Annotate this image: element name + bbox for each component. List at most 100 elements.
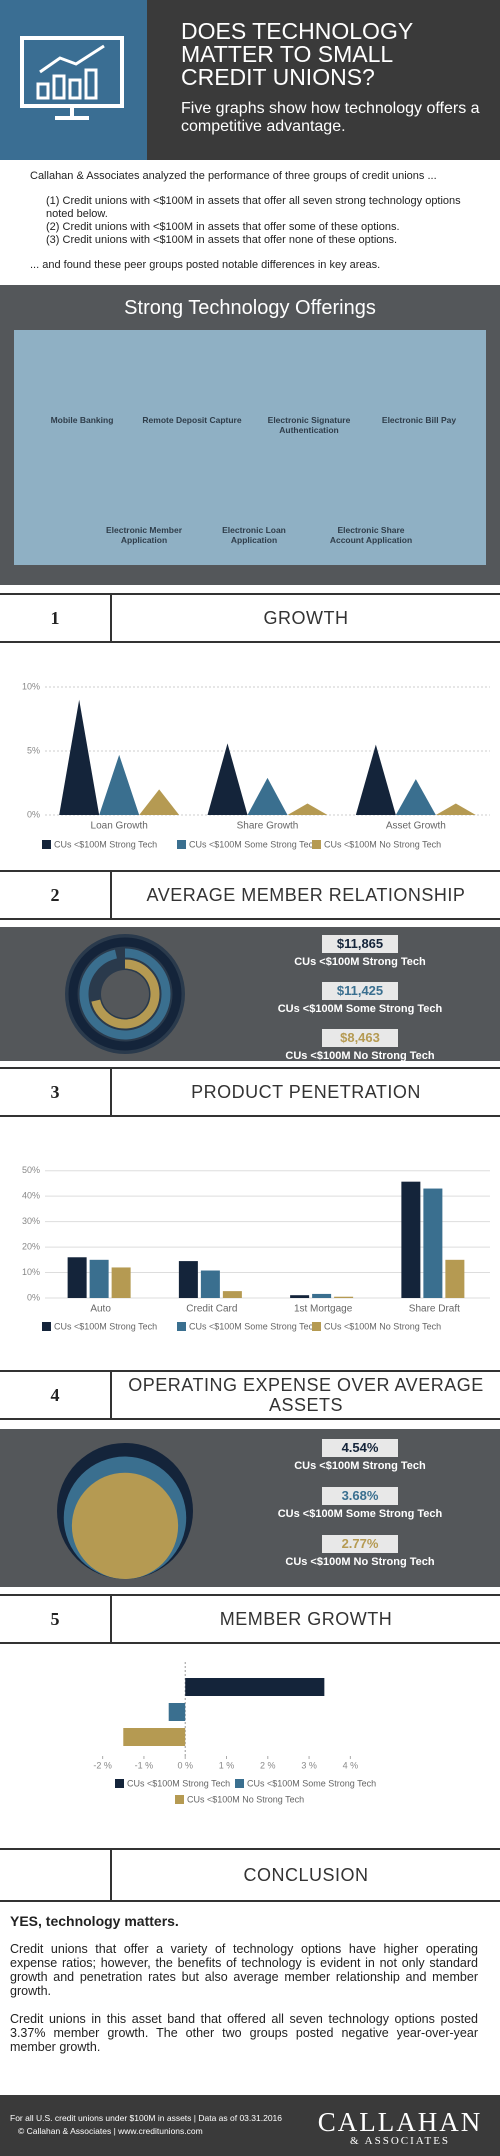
value-name: CUs <$100M No Strong Tech [285, 1556, 435, 1568]
offerings-title: Strong Technology Offerings [124, 297, 376, 319]
spike [287, 803, 328, 815]
legend-label: CUs <$100M Strong Tech [54, 1321, 157, 1331]
legend-label: CUs <$100M No Strong Tech [324, 1321, 441, 1331]
member-growth-chart: -2 % -1 % 0 % 1 % 2 % 3 % 4 % CUs <$100M Strong… [93, 1662, 376, 1804]
conclusion-title: CONCLUSION [243, 1865, 369, 1885]
bar [89, 1259, 109, 1298]
bar [111, 1267, 131, 1298]
ring [79, 948, 171, 1040]
legend-label: CUs <$100M Some Strong Tech [189, 839, 318, 849]
relationship-panel: $11,865 CUs <$100M Strong Tech $11,425 CUs … [0, 927, 500, 1062]
legend-swatch [235, 1779, 244, 1788]
section-header: 2 AVERAGE MEMBER RELATIONSHIP [0, 870, 500, 920]
section-number: 3 [0, 1069, 112, 1115]
value-name: CUs <$100M Strong Tech [294, 956, 426, 968]
x-tick-label: Credit Card [186, 1304, 237, 1315]
intro-list: (1) Credit unions with <$100M in assets … [46, 195, 470, 247]
conclusion-header: CONCLUSION [0, 1848, 500, 1902]
value-label: $11,425 [322, 982, 398, 1000]
spike [99, 754, 140, 815]
x-tick-label: Loan Growth [91, 821, 148, 832]
y-tick-label: 40% [22, 1191, 40, 1201]
bar [312, 1293, 332, 1298]
section-number: 1 [0, 595, 112, 641]
section-number: 2 [0, 872, 112, 918]
x-tick-label: 1st Mortgage [294, 1304, 353, 1315]
offering-label: Remote Deposit Capture [142, 415, 242, 425]
offering-label: Electronic Share Account Application [329, 525, 413, 545]
legend-label: CUs <$100M Strong Tech [54, 839, 157, 849]
bar [423, 1188, 443, 1298]
section-header: 4 OPERATING EXPENSE OVER AVERAGE ASSETS [0, 1370, 500, 1420]
conclusion: YES, technology matters. Credit unions t… [10, 1914, 478, 2054]
intro-item: (1) Credit unions with <$100M in assets … [46, 195, 461, 220]
offering-label: Electronic Bill Pay [381, 415, 457, 425]
title: DOES TECHNOLOGY MATTER TO SMALL CREDIT U… [181, 18, 413, 90]
bar [200, 1270, 220, 1298]
intro-item: (3) Credit unions with <$100M in assets … [46, 234, 398, 246]
footer-note: For all U.S. credit unions under $100M i… [10, 2113, 282, 2123]
ring-core [101, 970, 149, 1018]
ring [68, 937, 182, 1051]
subtitle: Five graphs show how technology offers a… [181, 100, 480, 135]
legend-label: CUs <$100M Strong Tech [127, 1778, 230, 1788]
offerings-panel: Strong Technology Offerings Mobile Banki… [0, 285, 500, 585]
section-number: 5 [0, 1596, 112, 1642]
intro-item: (2) Credit unions with <$100M in assets … [46, 221, 400, 233]
intro-lead: Callahan & Associates analyzed the perfo… [30, 170, 437, 182]
x-tick-label: 0 % [177, 1760, 193, 1770]
section-title: GROWTH [263, 608, 349, 628]
legend-label: CUs <$100M Some Strong Tech [247, 1778, 376, 1788]
bar [123, 1728, 186, 1746]
x-tick-label: 4 % [343, 1760, 359, 1770]
x-tick-label: Asset Growth [386, 821, 446, 832]
intro-closing: ... and found these peer groups posted n… [30, 259, 381, 271]
legend-swatch [177, 1322, 186, 1331]
intro: Callahan & Associates analyzed the perfo… [30, 170, 470, 272]
conclusion-paragraph: Credit unions that offer a variety of te… [10, 1942, 478, 1998]
section-title: AVERAGE MEMBER RELATIONSHIP [146, 885, 466, 905]
section-title: PRODUCT PENETRATION [191, 1082, 421, 1102]
spike [59, 699, 100, 815]
y-tick-label: 30% [22, 1216, 40, 1226]
y-tick-label: 0% [27, 1292, 40, 1302]
header-icon [20, 36, 124, 120]
value-name: CUs <$100M Some Strong Tech [277, 1508, 443, 1520]
y-tick-label: 20% [22, 1241, 40, 1251]
x-tick-label: Share Growth [237, 821, 299, 832]
legend-label: CUs <$100M No Strong Tech [187, 1794, 304, 1804]
x-tick-label: 3 % [301, 1760, 317, 1770]
bar [445, 1259, 465, 1298]
section-header: 1 GROWTH [0, 593, 500, 643]
conclusion-paragraph: Credit unions in this asset band that of… [10, 2012, 478, 2054]
legend-swatch [42, 840, 51, 849]
section-number [0, 1850, 112, 1900]
x-tick-label: -1 % [135, 1760, 154, 1770]
bar [178, 1261, 198, 1298]
logo-sub: & ASSOCIATES [349, 2135, 451, 2147]
value-name: CUs <$100M No Strong Tech [285, 1050, 435, 1062]
spike [207, 743, 248, 815]
y-tick-label: 5% [27, 745, 40, 755]
section-title: MEMBER GROWTH [219, 1609, 393, 1629]
offerings-inner: Mobile Banking Remote Deposit Capture Elec… [14, 330, 486, 565]
legend-swatch [115, 1779, 124, 1788]
bar [185, 1678, 325, 1696]
y-tick-label: 0% [27, 809, 40, 819]
bar [401, 1181, 421, 1298]
spike [355, 744, 396, 815]
ring [90, 959, 160, 1029]
value-label: 2.77% [322, 1535, 398, 1553]
spike [435, 803, 476, 815]
value-label: 3.68% [322, 1487, 398, 1505]
value-label: $8,463 [322, 1029, 398, 1047]
growth-chart: 0% 5% 10% Loan Growth Share Growth Asset Grow… [22, 681, 490, 849]
section-header: 3 PRODUCT PENETRATION [0, 1067, 500, 1117]
y-tick-label: 10% [22, 1267, 40, 1277]
offering-label: Mobile Banking [50, 415, 114, 425]
spike [247, 777, 288, 815]
penetration-chart: 0% 10% 20% 30% 40% 50% Auto Credit Card 1st Mort… [22, 1165, 490, 1331]
opex-chart [57, 1443, 193, 1579]
legend-swatch [175, 1795, 184, 1804]
